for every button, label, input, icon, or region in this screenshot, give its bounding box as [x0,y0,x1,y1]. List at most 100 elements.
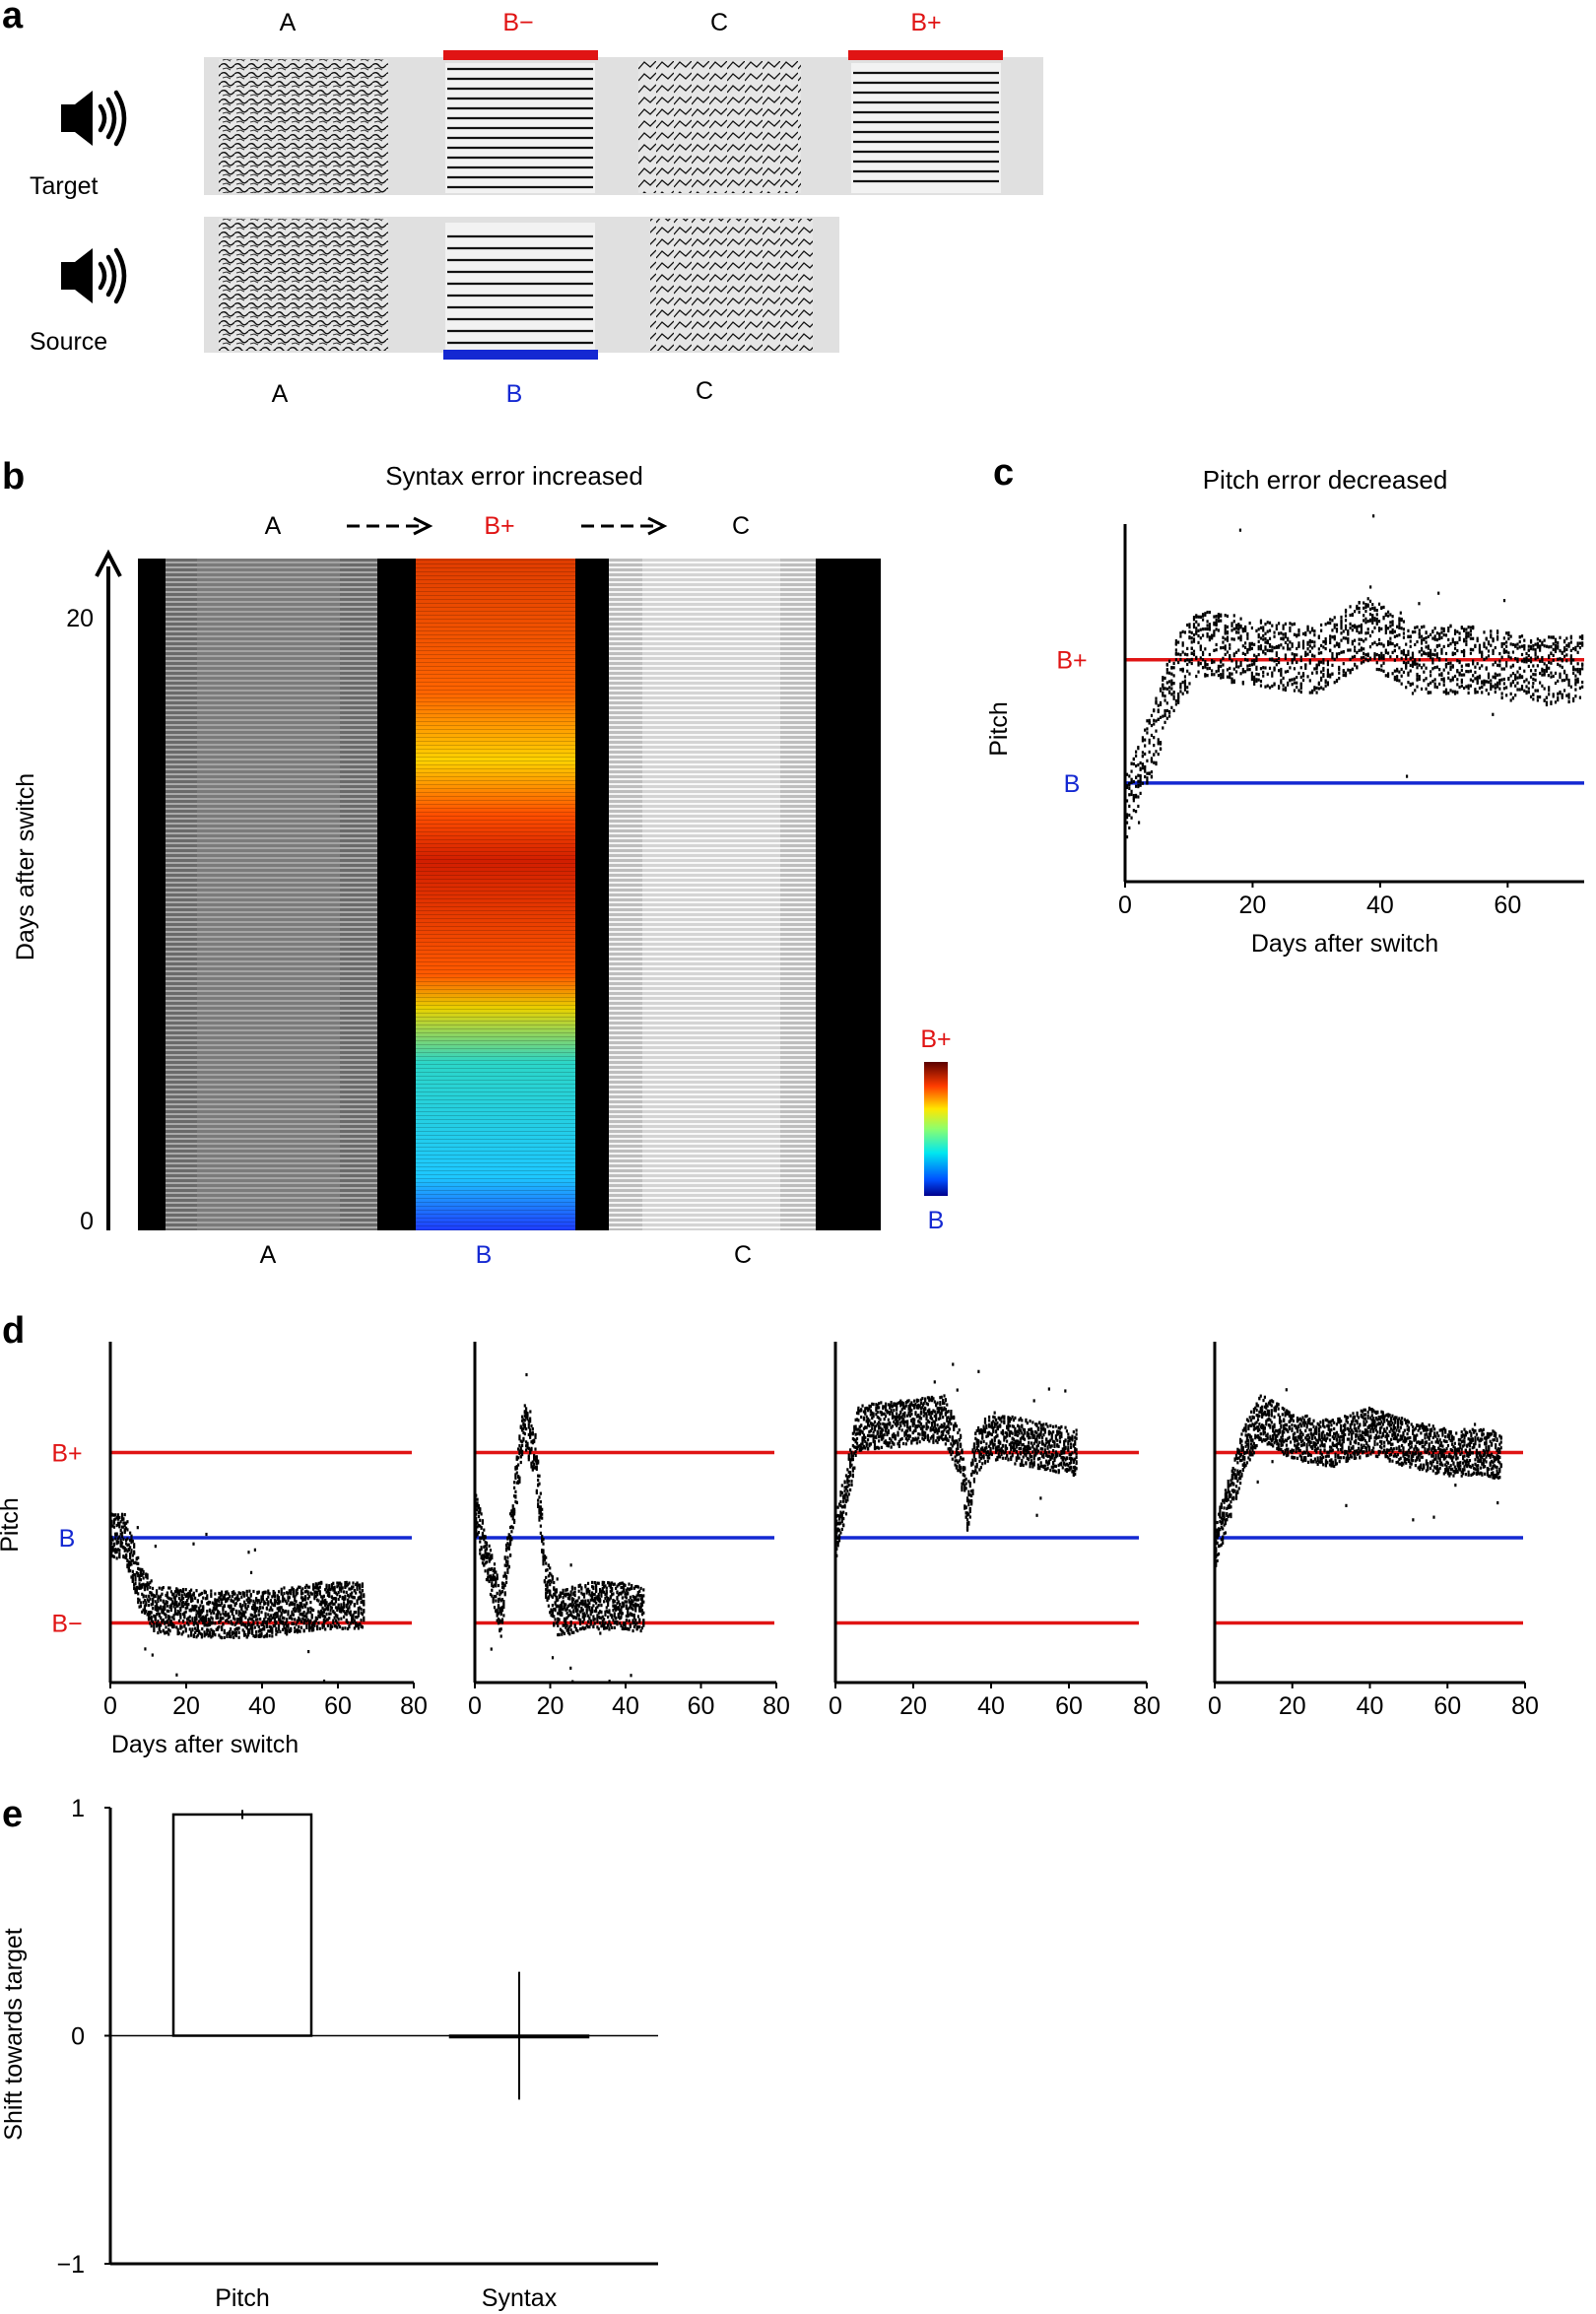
data-point [1373,617,1376,621]
data-point [1469,678,1472,682]
data-point [588,1606,591,1610]
data-point [357,1623,360,1627]
data-point [1181,680,1184,685]
data-point [530,1446,533,1450]
data-point [1259,619,1263,623]
speaker-icon[interactable] [61,91,124,146]
data-point [191,1593,194,1597]
data-point [1498,687,1501,691]
data-point [491,1555,494,1560]
data-point [330,1600,334,1604]
data-point [480,1547,483,1552]
data-point [500,1605,504,1610]
data-point [253,1601,256,1605]
data-point [1498,659,1501,663]
data-point [234,1633,238,1638]
data-point [1382,643,1385,647]
data-point [175,1612,178,1616]
data-point [1565,636,1568,640]
data-point [504,1547,508,1551]
data-point [231,1630,233,1634]
data-point [1222,635,1225,639]
data-point [1398,670,1401,674]
data-point [311,1587,315,1591]
data-point [286,1628,289,1632]
data-point [1213,648,1216,652]
data-point [1201,652,1205,657]
data-point [329,1626,332,1631]
data-point [241,1612,244,1616]
data-point [543,1580,546,1584]
data-point [1150,723,1154,728]
data-point [1451,676,1454,680]
data-point [1186,646,1189,651]
data-point [277,1623,281,1628]
data-point [284,1626,287,1631]
data-point [1494,686,1496,691]
data-point [1299,655,1302,659]
data-point [1172,691,1175,694]
data-point [1331,651,1334,656]
data-point [328,1591,331,1595]
data-point [344,1612,347,1616]
data-point [515,1464,518,1469]
data-point [206,1632,209,1636]
data-point [1220,659,1223,663]
data-point [1284,640,1287,644]
data-point [320,1609,323,1613]
data-point [124,1553,128,1557]
data-point [1423,625,1426,628]
data-point [1458,659,1461,664]
data-point [1329,675,1332,679]
data-point [1128,786,1131,790]
data-point [508,1534,512,1539]
data-point [1271,649,1274,653]
data-point [313,1593,316,1597]
data-point [201,1626,204,1631]
data-point [1139,766,1142,770]
data-point [594,1610,598,1614]
data-point [612,1618,615,1622]
data-point [244,1602,247,1607]
data-point [1430,681,1432,685]
data-point [843,1495,846,1499]
data-point [150,1619,153,1622]
data-point [272,1594,275,1598]
data-point [534,1455,537,1459]
data-point [1531,685,1534,689]
data-point [1400,667,1403,672]
data-point [154,1545,157,1549]
data-point [255,1630,258,1634]
data-point [273,1591,277,1595]
data-point [1204,665,1207,669]
data-point [573,1605,576,1609]
data-point [227,1631,230,1635]
data-point [1181,641,1184,645]
data-point [585,1623,588,1627]
data-point [301,1606,304,1610]
data-point [1275,663,1278,667]
data-point [199,1613,202,1617]
data-point [1527,691,1530,694]
data-point [1287,661,1290,665]
data-point [1384,650,1387,655]
data-point [291,1621,294,1625]
data-point [1447,627,1450,630]
data-point [139,1569,142,1574]
data-point [349,1592,352,1597]
data-point [580,1606,583,1611]
data-point [1525,685,1528,689]
data-point [613,1599,616,1604]
data-point [555,1604,559,1608]
speaker-icon[interactable] [61,248,124,303]
data-point [347,1620,350,1624]
data-point [1581,636,1584,640]
data-point [566,1630,570,1635]
data-point [480,1525,483,1530]
data-point [593,1618,596,1621]
data-point [847,1470,850,1475]
data-point [111,1554,114,1558]
data-point [1130,816,1133,820]
data-point [168,1586,171,1590]
